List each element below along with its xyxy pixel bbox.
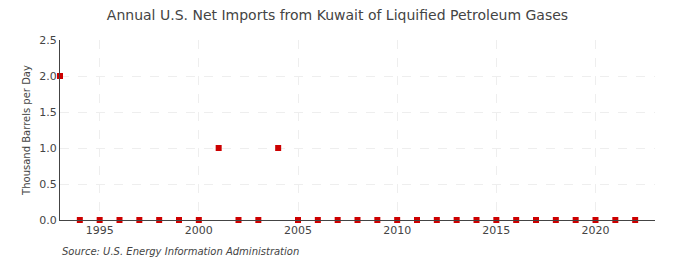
svg-text:1.5: 1.5 <box>39 106 57 119</box>
svg-text:2.0: 2.0 <box>39 70 57 83</box>
svg-text:1.0: 1.0 <box>39 142 57 155</box>
svg-text:2020: 2020 <box>582 224 610 237</box>
svg-text:1995: 1995 <box>86 224 114 237</box>
svg-text:2005: 2005 <box>284 224 312 237</box>
svg-text:Thousand Barrels per Day: Thousand Barrels per Day <box>21 65 32 196</box>
svg-text:Source: U.S. Energy Informatio: Source: U.S. Energy Information Administ… <box>62 246 299 257</box>
svg-text:2010: 2010 <box>383 224 411 237</box>
svg-text:0.5: 0.5 <box>39 178 57 191</box>
svg-text:2.5: 2.5 <box>39 34 57 47</box>
svg-text:Annual U.S. Net Imports from K: Annual U.S. Net Imports from Kuwait of L… <box>107 7 568 23</box>
svg-text:2000: 2000 <box>185 224 213 237</box>
svg-text:2015: 2015 <box>482 224 510 237</box>
svg-text:0.0: 0.0 <box>39 214 57 227</box>
